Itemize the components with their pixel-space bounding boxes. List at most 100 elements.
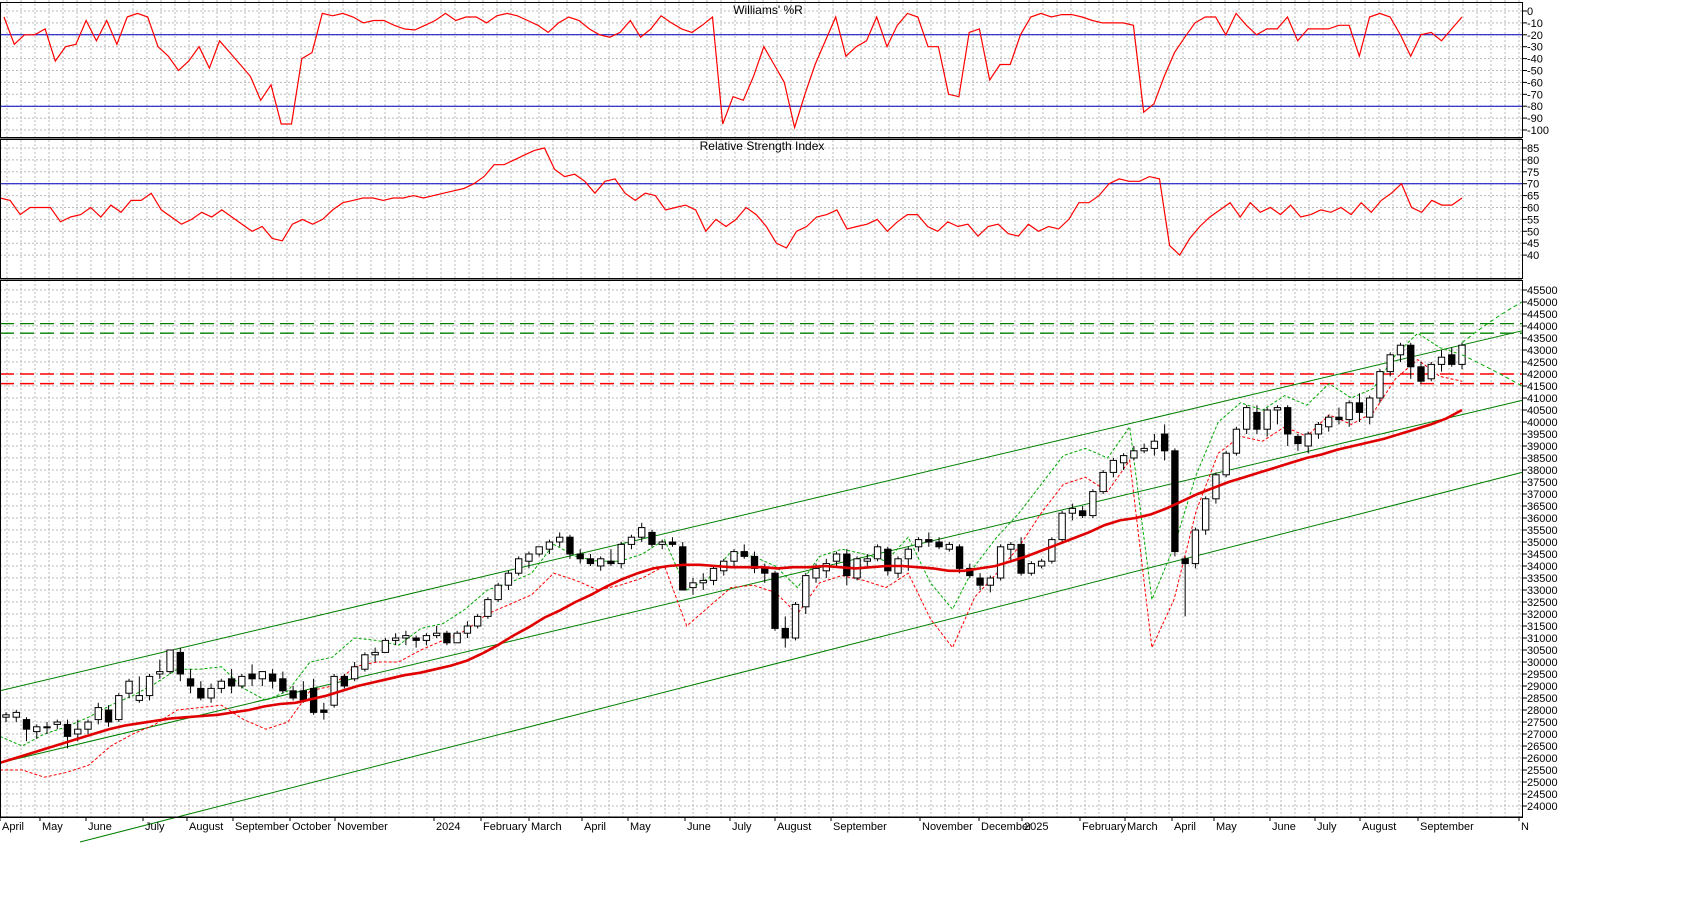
candle-body — [422, 635, 431, 641]
axis-tick-label: 41000 — [1527, 393, 1558, 405]
candle — [371, 647, 379, 662]
candle — [1304, 431, 1312, 454]
candle — [1150, 434, 1159, 456]
candle — [1284, 405, 1292, 446]
time-axis-label: December — [981, 821, 1032, 833]
candle-body — [904, 548, 912, 560]
time-axis-label: N — [1521, 821, 1529, 833]
time-axis-label: April — [1174, 821, 1196, 833]
axis-tick-label: 42000 — [1527, 369, 1558, 381]
candle-body — [186, 678, 195, 687]
candle-body — [1181, 558, 1189, 565]
axis-tick-label: 39500 — [1527, 429, 1558, 441]
candle — [1201, 496, 1210, 535]
candle — [1130, 446, 1138, 461]
axis-tick-label: 65 — [1527, 191, 1539, 203]
candle-body — [1376, 371, 1384, 399]
candle — [514, 556, 523, 576]
williams-r-line — [3, 12, 1463, 130]
candle-body — [1427, 363, 1435, 380]
candle-body — [361, 654, 369, 670]
time-axis: April May June July August September October No… — [0, 816, 1529, 833]
time-axis-label: February — [483, 821, 528, 833]
price-levels — [0, 322, 1522, 385]
candle — [43, 722, 51, 734]
axis-tick-label: 40500 — [1527, 405, 1558, 417]
candle-body — [74, 728, 82, 735]
candle-body — [607, 560, 615, 565]
candle-body — [473, 615, 482, 627]
time-axis-label: October — [292, 821, 331, 833]
candle-body — [781, 627, 789, 639]
candle — [1253, 405, 1261, 434]
candle — [1325, 414, 1333, 432]
candle-body — [1304, 433, 1312, 447]
candle-body — [391, 637, 400, 641]
candle — [914, 537, 923, 552]
rsi-panel: Relative Strength Index 8580757065605550… — [0, 139, 1539, 262]
candle — [1376, 369, 1384, 403]
axis-tick-label: 24500 — [1527, 789, 1558, 801]
candle-body — [884, 548, 892, 572]
axis-tick-label: 30000 — [1527, 657, 1558, 669]
time-axis-label: February — [1082, 821, 1127, 833]
candle — [443, 630, 451, 646]
candle — [1355, 393, 1364, 422]
candle — [1181, 556, 1189, 617]
price-channel — [0, 330, 1523, 843]
time-axis-label: June — [1272, 821, 1296, 833]
axis-tick-label: 27500 — [1527, 717, 1558, 729]
candle — [1242, 405, 1251, 434]
candle-body — [1284, 407, 1292, 435]
candle — [1407, 342, 1415, 379]
candle-body — [217, 680, 226, 689]
candle-body — [1191, 529, 1200, 565]
axis-tick-label: 43000 — [1527, 345, 1558, 357]
axis-tick-label: 31000 — [1527, 633, 1558, 645]
candle-body — [955, 546, 964, 569]
candle-body — [679, 546, 687, 591]
candle — [2, 712, 10, 722]
candle — [53, 719, 61, 730]
candle-body — [863, 558, 871, 562]
time-axis-label: April — [2, 821, 24, 833]
candle-body — [402, 635, 410, 639]
candle — [771, 570, 779, 631]
candle — [494, 582, 502, 602]
time-axis-label: July — [1317, 821, 1337, 833]
candle — [1427, 362, 1435, 382]
candle — [935, 537, 943, 550]
candle-body — [617, 543, 625, 565]
candle — [1007, 542, 1015, 562]
candle — [1160, 424, 1169, 461]
axis-tick-label: 39000 — [1527, 441, 1558, 453]
candle-body — [1263, 409, 1271, 430]
axis-tick-label: -100 — [1527, 125, 1549, 137]
candle-body — [1201, 498, 1210, 531]
candle — [104, 705, 113, 727]
candle — [84, 719, 92, 734]
moving-average-line — [0, 408, 1463, 765]
candle — [238, 674, 246, 689]
candle — [504, 570, 513, 590]
candle — [1232, 426, 1241, 456]
candle-body — [668, 541, 677, 545]
candle-body — [145, 675, 154, 697]
candle-body — [1130, 450, 1138, 459]
time-axis-label: July — [732, 821, 752, 833]
candle-body — [340, 675, 349, 687]
candle — [668, 537, 677, 547]
candle-body — [730, 551, 738, 562]
axis-tick-label: -50 — [1527, 66, 1543, 78]
candle — [802, 573, 810, 614]
axis-tick-label: 29000 — [1527, 681, 1558, 693]
candle-body — [197, 687, 205, 699]
candle-body — [63, 723, 72, 737]
axis-tick-label: 34500 — [1527, 549, 1558, 561]
candle-body — [463, 625, 472, 634]
price-projection — [1461, 301, 1523, 387]
candle-body — [1058, 512, 1066, 541]
candle-body — [268, 673, 277, 682]
candle — [320, 702, 328, 720]
